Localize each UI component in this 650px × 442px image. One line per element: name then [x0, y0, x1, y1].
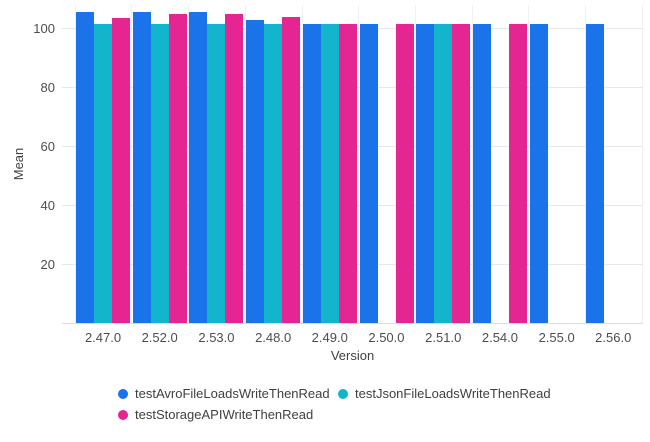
vertical-gridline	[301, 5, 303, 323]
chart-bar[interactable]	[302, 24, 321, 323]
chart-bar[interactable]	[225, 13, 244, 323]
chart-bar[interactable]	[282, 16, 301, 323]
legend-label: testJsonFileLoadsWriteThenRead	[355, 386, 551, 401]
legend-label: testStorageAPIWriteThenRead	[135, 407, 314, 422]
vertical-gridline	[131, 5, 133, 323]
x-tick-label: 2.48.0	[255, 330, 292, 345]
chart-bar[interactable]	[94, 24, 112, 323]
chart-bar[interactable]	[529, 24, 548, 323]
legend-item[interactable]: testAvroFileLoadsWriteThenRead	[113, 383, 333, 404]
chart-bar[interactable]	[434, 24, 453, 323]
chart-bar[interactable]	[132, 12, 151, 323]
chart-bar[interactable]	[452, 24, 471, 323]
chart-bar[interactable]	[338, 24, 357, 323]
vertical-gridline	[414, 5, 416, 323]
chart-bar[interactable]	[150, 24, 169, 323]
x-tick-label: 2.50.0	[368, 330, 405, 345]
x-tick-label: 2.56.0	[595, 330, 632, 345]
chart-bar[interactable]	[395, 24, 414, 323]
x-axis-title: Version	[330, 348, 375, 363]
vertical-gridline	[358, 5, 360, 323]
legend-color-dot-icon	[118, 388, 128, 399]
chart-bar[interactable]	[264, 24, 283, 323]
chart-bar[interactable]	[320, 24, 339, 323]
x-tick-label: 2.52.0	[141, 330, 178, 345]
chart-bar[interactable]	[508, 24, 527, 323]
y-tick-label: 100	[33, 20, 55, 36]
chart-bar[interactable]	[168, 13, 187, 323]
x-tick-label: 2.47.0	[84, 330, 122, 345]
vertical-gridline	[188, 5, 190, 323]
legend: testAvroFileLoadsWriteThenRead testJsonFi…	[113, 383, 583, 425]
vertical-gridline	[471, 5, 473, 323]
y-tick-label: 40	[40, 197, 55, 213]
x-tick-label: 2.49.0	[311, 330, 348, 345]
chart-bar[interactable]	[189, 12, 208, 323]
chart-bar[interactable]	[246, 19, 265, 323]
vertical-gridline	[244, 5, 246, 323]
x-tick-label: 2.54.0	[481, 330, 519, 345]
x-tick-label: 2.55.0	[538, 330, 575, 345]
y-tick-label: 20	[40, 256, 55, 272]
vertical-gridline	[641, 5, 643, 323]
legend-item[interactable]: testJsonFileLoadsWriteThenRead	[333, 383, 553, 404]
legend-item[interactable]: testStorageAPIWriteThenRead	[113, 404, 333, 425]
vertical-gridline	[74, 5, 76, 323]
chart-bar[interactable]	[472, 24, 491, 323]
vertical-gridline	[528, 5, 530, 323]
x-tick-label: 2.53.0	[198, 330, 235, 345]
chart-bar[interactable]	[359, 24, 378, 323]
chart-bar[interactable]	[112, 18, 130, 323]
x-axis-line	[62, 323, 643, 324]
legend-color-dot-icon	[118, 409, 128, 420]
legend-label: testAvroFileLoadsWriteThenRead	[135, 386, 330, 401]
legend-color-dot-icon	[338, 388, 348, 399]
y-tick-label: 80	[40, 79, 55, 95]
chart-bar[interactable]	[76, 12, 94, 323]
y-tick-label: 60	[40, 138, 55, 154]
chart-bar[interactable]	[416, 24, 435, 323]
x-tick-label: 2.51.0	[425, 330, 462, 345]
vertical-gridline	[585, 5, 586, 323]
chart-bar[interactable]	[207, 24, 226, 323]
chart-bar[interactable]	[586, 24, 605, 323]
